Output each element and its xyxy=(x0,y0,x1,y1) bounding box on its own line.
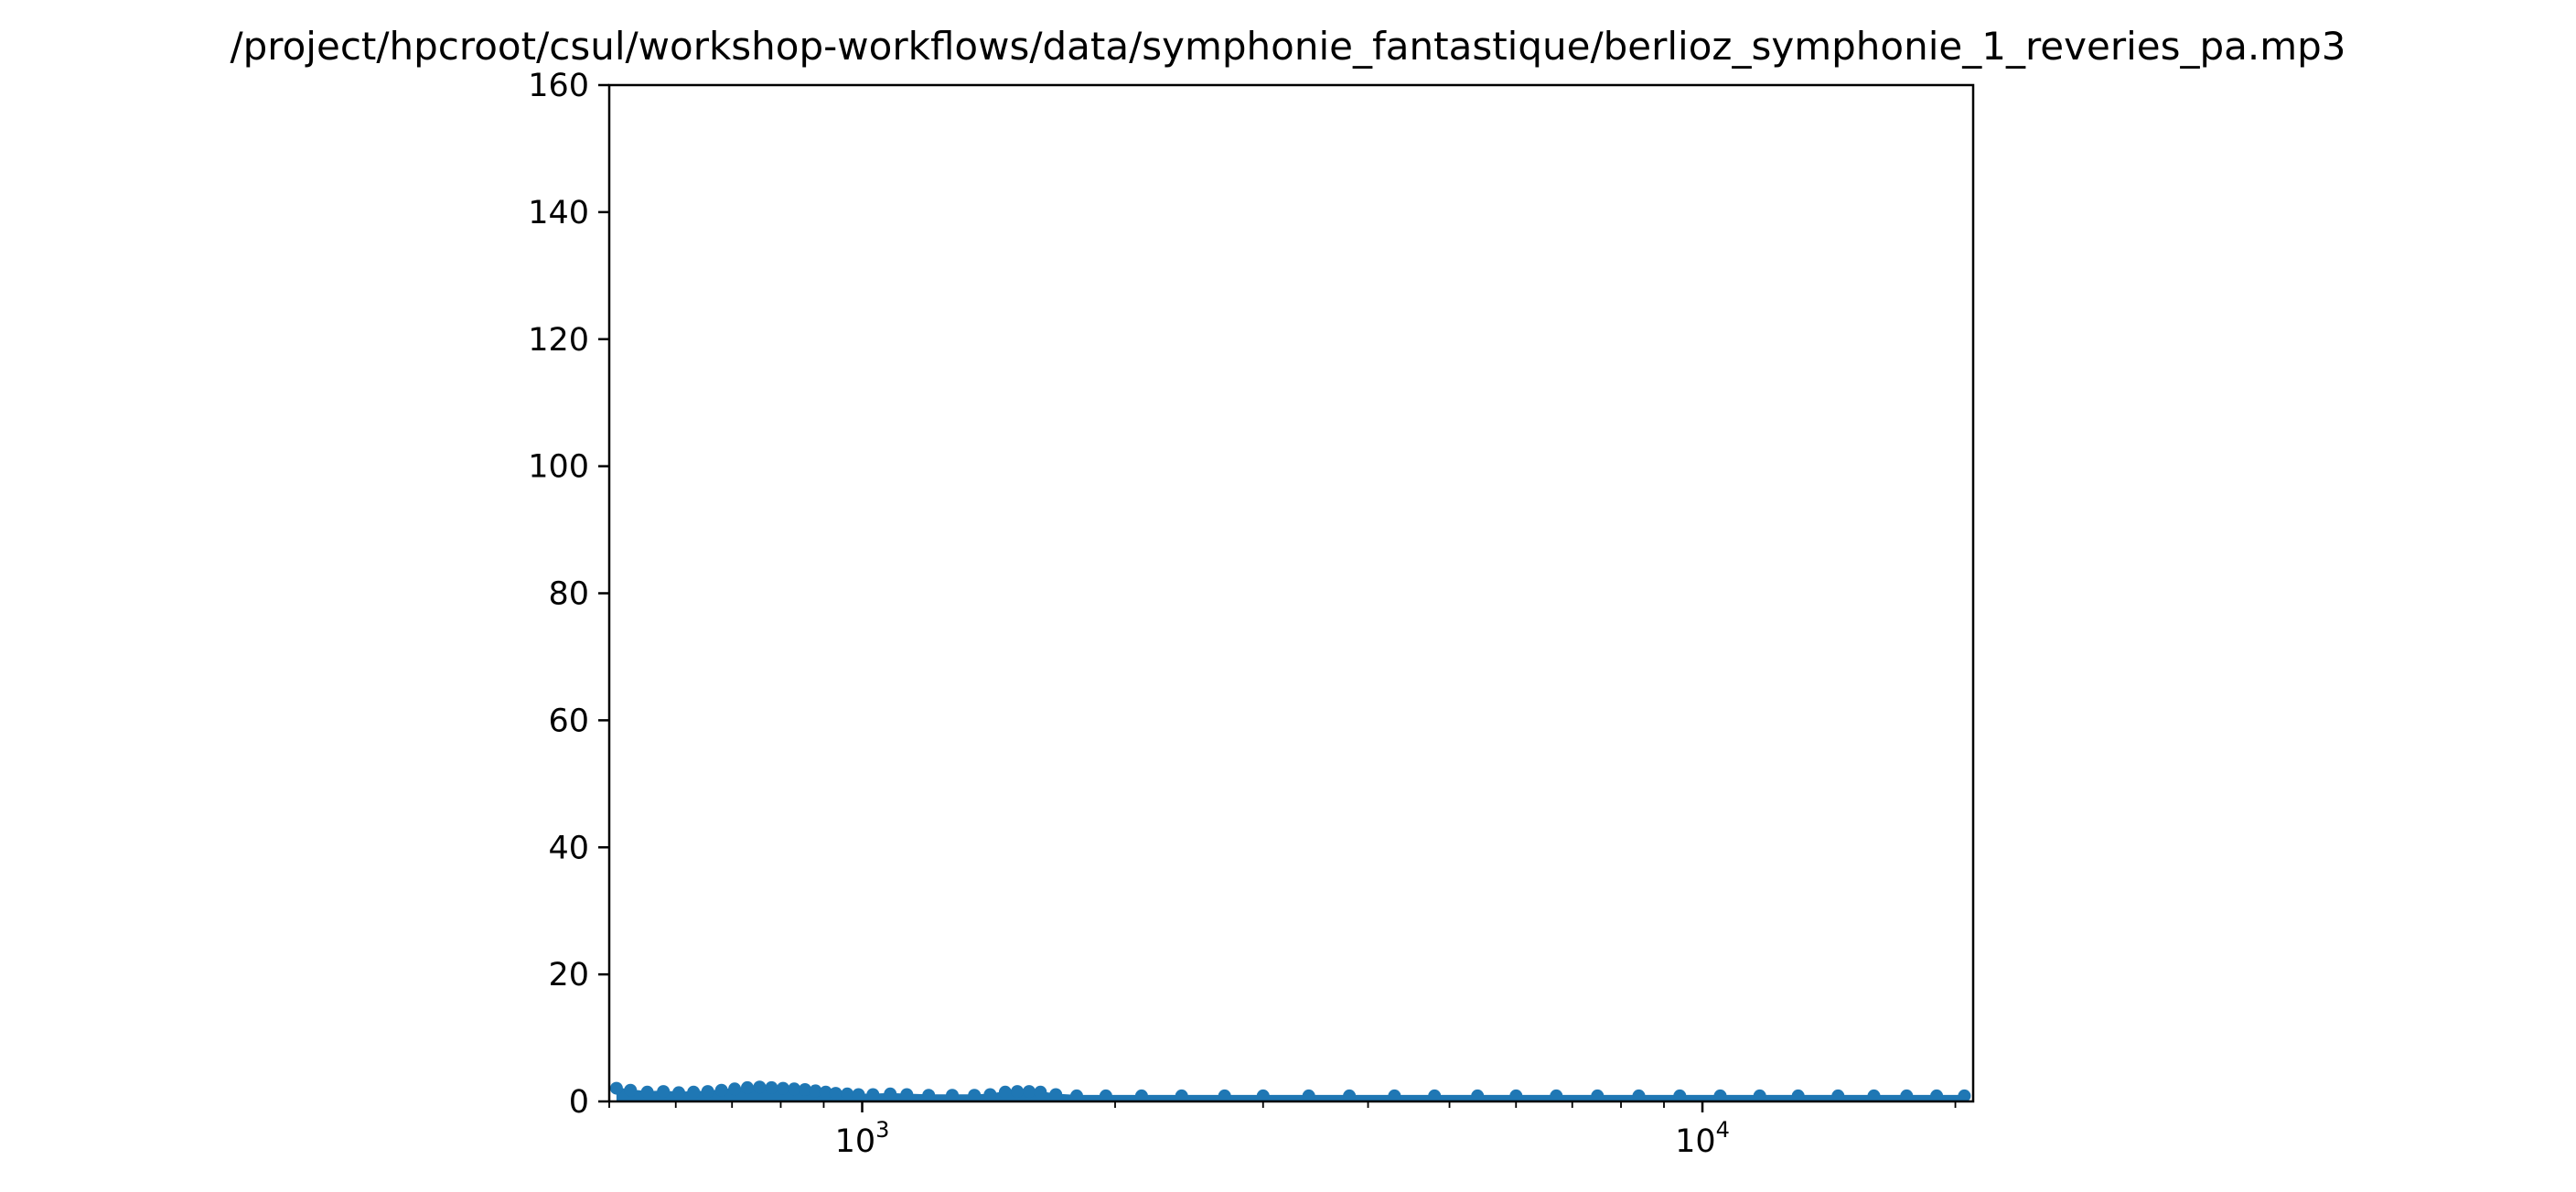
data-point xyxy=(1591,1089,1605,1102)
data-point xyxy=(1134,1089,1148,1102)
y-tick-label: 60 xyxy=(548,703,589,739)
data-point xyxy=(809,1084,822,1098)
data-point xyxy=(701,1085,714,1099)
data-point xyxy=(765,1080,778,1094)
data-point xyxy=(1471,1089,1485,1102)
data-point xyxy=(1831,1089,1845,1102)
data-point xyxy=(819,1085,832,1099)
data-point xyxy=(1753,1089,1766,1102)
data-point xyxy=(777,1081,789,1095)
data-point xyxy=(1867,1089,1881,1102)
data-point xyxy=(1070,1089,1083,1102)
y-tick-label: 40 xyxy=(548,830,589,866)
data-point xyxy=(1034,1085,1047,1099)
data-point xyxy=(1673,1089,1687,1102)
data-point xyxy=(946,1089,959,1102)
data-point xyxy=(640,1085,654,1099)
data-point xyxy=(852,1088,865,1101)
data-series xyxy=(609,1080,1971,1102)
data-point xyxy=(788,1082,801,1096)
y-tick-label: 100 xyxy=(528,449,589,486)
plot-frame xyxy=(607,83,1975,1103)
data-point xyxy=(657,1085,671,1099)
data-point xyxy=(1049,1088,1063,1101)
data-point xyxy=(900,1088,914,1101)
data-point xyxy=(714,1083,728,1097)
data-point xyxy=(609,1081,623,1095)
data-point xyxy=(1256,1089,1270,1102)
data-point xyxy=(1388,1089,1401,1102)
data-point xyxy=(1218,1089,1231,1102)
data-point xyxy=(753,1080,767,1094)
data-point xyxy=(829,1087,843,1101)
data-point xyxy=(624,1083,638,1097)
data-point xyxy=(983,1088,997,1101)
data-point xyxy=(1958,1089,1971,1102)
data-point xyxy=(968,1089,982,1102)
y-tick-label: 20 xyxy=(548,957,589,993)
data-point xyxy=(1632,1089,1646,1102)
data-point xyxy=(799,1083,811,1096)
data-point xyxy=(884,1087,897,1101)
data-point xyxy=(1343,1089,1357,1102)
data-point xyxy=(1023,1085,1036,1099)
data-point xyxy=(998,1085,1012,1099)
x-tick-label: 103 xyxy=(835,1117,890,1160)
data-point xyxy=(1713,1089,1727,1102)
y-tick-label: 160 xyxy=(528,68,589,104)
data-point xyxy=(866,1088,880,1101)
data-point xyxy=(1791,1089,1805,1102)
data-point xyxy=(1175,1089,1188,1102)
data-point xyxy=(741,1080,754,1094)
data-point xyxy=(1302,1089,1315,1102)
data-point xyxy=(1011,1085,1025,1099)
data-point xyxy=(1930,1089,1944,1102)
y-tick-label: 120 xyxy=(528,322,589,359)
data-point xyxy=(1509,1089,1523,1102)
data-point xyxy=(1428,1089,1442,1102)
data-point xyxy=(1900,1089,1914,1102)
data-point xyxy=(922,1089,936,1102)
y-tick-label: 80 xyxy=(548,576,589,613)
data-point xyxy=(1550,1089,1563,1102)
y-axis: 0 20 40 60 80 100 120 140 160 xyxy=(528,68,609,1121)
data-point xyxy=(728,1082,742,1096)
data-point xyxy=(1099,1089,1112,1102)
data-point xyxy=(687,1085,701,1099)
data-point xyxy=(672,1086,685,1100)
data-point xyxy=(841,1087,854,1101)
chart-title: /project/hpcroot/csul/workshop-workflows… xyxy=(230,24,2345,69)
y-tick-label: 140 xyxy=(528,195,589,231)
x-tick-label: 104 xyxy=(1675,1117,1730,1160)
x-axis: 103 104 xyxy=(608,1101,1957,1160)
y-tick-label: 0 xyxy=(569,1084,589,1121)
